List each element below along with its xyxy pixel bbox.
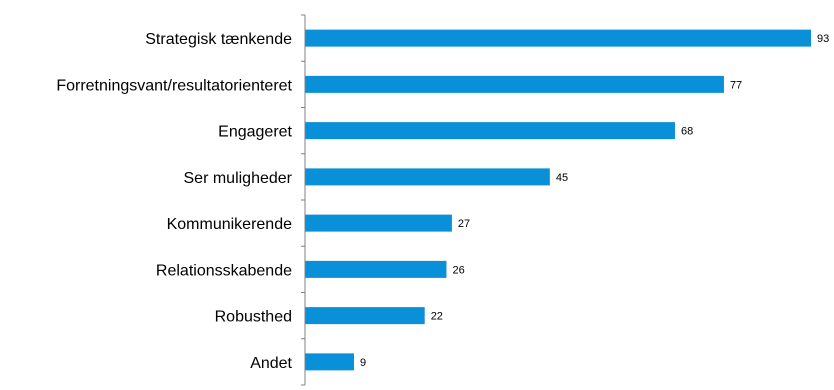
value-label: 9	[360, 357, 366, 369]
value-label: 22	[431, 311, 443, 323]
bar	[305, 260, 447, 278]
value-label: 68	[681, 126, 693, 138]
bar	[305, 353, 354, 371]
category-label: Forretningsvant/resultatorienteret	[56, 77, 292, 94]
category-label: Kommunikerende	[167, 216, 293, 233]
bar	[305, 75, 724, 93]
category-label: Strategisk tænkende	[145, 31, 292, 48]
bar	[305, 214, 452, 232]
bars-layer	[305, 29, 811, 371]
bar	[305, 122, 675, 140]
category-label: Engageret	[218, 124, 292, 141]
category-labels: Strategisk tænkende Forretningsvant/resul…	[56, 31, 292, 372]
category-label: Ser muligheder	[184, 170, 293, 187]
value-label: 77	[730, 79, 742, 91]
bar	[305, 29, 811, 47]
y-axis	[301, 14, 306, 386]
value-label: 45	[556, 172, 568, 184]
bar	[305, 168, 550, 186]
value-label: 26	[452, 264, 464, 276]
bar	[305, 307, 425, 325]
value-labels: 93 77 68 45 27 26 22 9	[360, 33, 829, 369]
category-label: Robusthed	[215, 309, 292, 326]
value-label: 93	[817, 33, 829, 45]
category-label: Andet	[250, 355, 292, 372]
value-label: 27	[458, 218, 470, 230]
category-label: Relationsskabende	[156, 262, 292, 279]
